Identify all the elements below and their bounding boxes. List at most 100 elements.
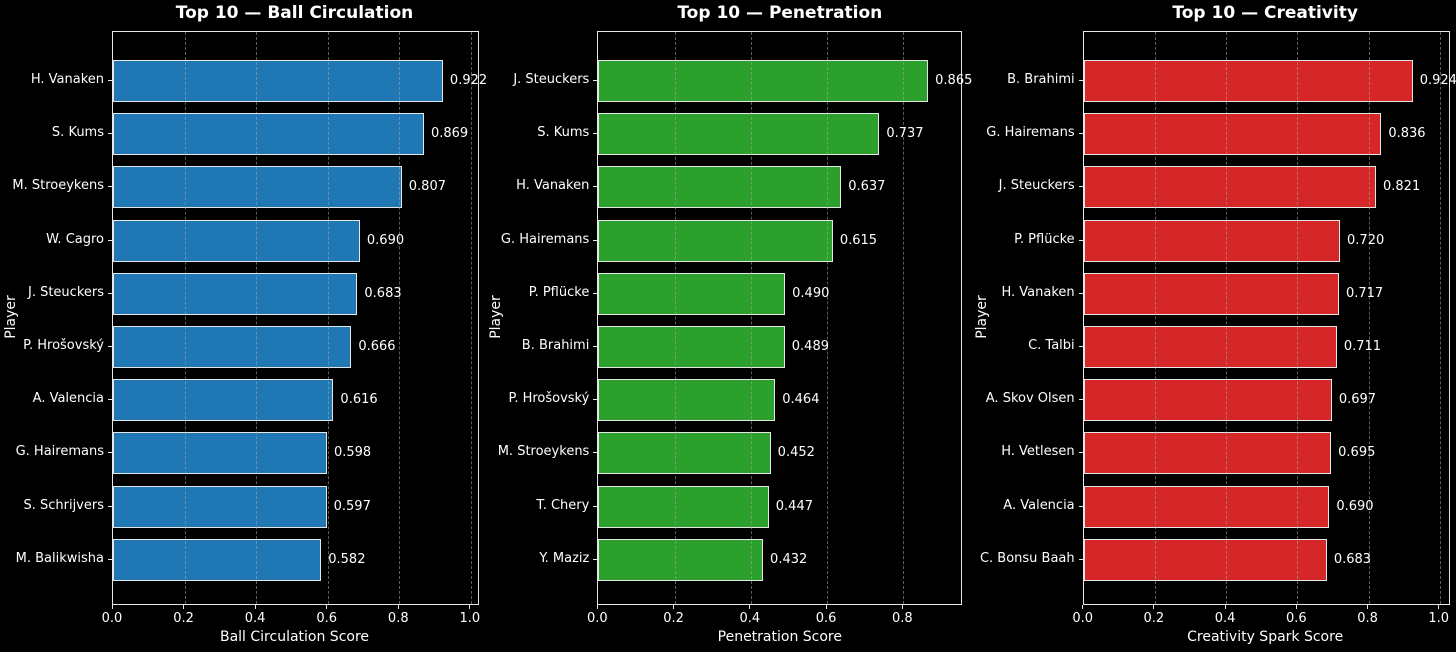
- bar-value-label: 0.807: [408, 179, 446, 195]
- y-tick-label: J. Steuckers: [513, 72, 590, 87]
- y-tick-label: H. Vanaken: [30, 72, 104, 87]
- gridline: [674, 32, 676, 604]
- plot-area: 0.922 0.869 0.807 0.690 0.683 0.666 0.616 0.598…: [112, 31, 487, 605]
- bar: [598, 60, 929, 102]
- y-tick-mark: [108, 80, 112, 81]
- x-tick-label: 0.8: [892, 611, 913, 626]
- bar-value-label: 0.447: [775, 498, 813, 514]
- plot-area: 0.865 0.737 0.637 0.615 0.490 0.489 0.464 0.452…: [597, 31, 972, 605]
- bar-value-label: 0.711: [1343, 339, 1382, 354]
- y-tick-label: S. Schrijvers: [23, 497, 104, 513]
- x-tick-mark: [1153, 605, 1155, 609]
- x-tick-label: 1.0: [1428, 611, 1450, 626]
- y-tick-labels: J. Steuckers S. Kums H. Vanaken G. Haireman…: [485, 0, 590, 652]
- x-tick-label: 0.2: [1143, 611, 1165, 626]
- x-tick-mark: [673, 605, 675, 609]
- y-tick-label: S. Kums: [537, 125, 590, 141]
- bar: [1083, 166, 1376, 209]
- y-tick-mark: [1078, 80, 1083, 81]
- bar: [113, 326, 352, 368]
- bar-value-label: 0.464: [782, 392, 820, 408]
- bar: [1083, 379, 1332, 422]
- y-tick-mark: [108, 292, 112, 294]
- bar: [598, 538, 764, 581]
- x-tick-mark: [901, 605, 903, 609]
- bar-value-label: 0.683: [1333, 551, 1372, 567]
- x-tick-mark: [1367, 605, 1369, 609]
- x-tick-label: 0.8: [387, 611, 409, 626]
- bar: [598, 326, 785, 368]
- bar: [113, 219, 360, 262]
- y-tick-label: G. Hairemans: [986, 125, 1075, 141]
- bar: [113, 166, 402, 209]
- y-tick-label: S. Kums: [51, 125, 104, 141]
- y-tick-label: J. Steuckers: [27, 284, 104, 300]
- y-tick-label: Y. Maziz: [539, 550, 590, 566]
- y-tick-mark: [1078, 558, 1083, 560]
- y-tick-label: P. Pflücke: [1014, 231, 1075, 247]
- y-tick-labels: H. Vanaken S. Kums M. Stroeykens W. Cagro J.…: [0, 0, 104, 652]
- bar: [1083, 272, 1339, 315]
- y-tick-label: G. Hairemans: [500, 231, 590, 247]
- x-tick-label: 0.4: [739, 611, 761, 626]
- y-tick-label: P. Pflücke: [528, 284, 590, 300]
- y-tick-mark: [593, 292, 598, 294]
- bar: [113, 272, 358, 315]
- x-tick-mark: [183, 605, 185, 609]
- y-tick-label: J. Steuckers: [998, 178, 1075, 194]
- x-tick-label: 0.2: [173, 611, 194, 626]
- bar-value-label: 0.737: [886, 126, 924, 142]
- y-tick-label: H. Vanaken: [1001, 284, 1075, 300]
- y-tick-label: A. Valencia: [1003, 497, 1075, 513]
- ball-circulation-chart: Top 10 — Ball Circulation Player 0.922 0.…: [0, 0, 487, 652]
- x-tick-label: 0.4: [1214, 611, 1236, 626]
- x-tick-mark: [596, 605, 598, 609]
- y-tick-mark: [593, 399, 598, 401]
- y-tick-label: C. Bonsu Baah: [979, 550, 1075, 566]
- y-tick-label: M. Stroeykens: [497, 444, 590, 460]
- bar: [113, 538, 322, 581]
- x-tick-mark: [1295, 605, 1297, 609]
- bar: [598, 166, 842, 209]
- bar-value-label: 0.598: [333, 445, 372, 461]
- y-tick-mark: [108, 133, 112, 135]
- y-tick-mark: [108, 346, 112, 347]
- y-tick-mark: [593, 346, 598, 347]
- bar-value-label: 0.695: [1338, 445, 1376, 461]
- gridline: [399, 32, 401, 604]
- bar-value-label: 0.683: [364, 285, 402, 301]
- x-tick-mark: [397, 605, 399, 609]
- bar: [598, 485, 769, 528]
- bar-value-label: 0.490: [792, 285, 830, 301]
- y-tick-label: W. Cagro: [46, 231, 104, 247]
- y-tick-mark: [108, 399, 112, 401]
- y-tick-mark: [108, 186, 112, 188]
- gridline: [1154, 32, 1156, 604]
- x-tick-label: 0.8: [1357, 611, 1378, 626]
- bar-value-label: 0.922: [449, 73, 488, 88]
- y-tick-mark: [1078, 505, 1083, 507]
- penetration-chart: Top 10 — Penetration Player 0.865 0.737 0.…: [485, 0, 972, 652]
- x-tick-mark: [1082, 605, 1084, 609]
- y-tick-label: M. Stroeykens: [12, 178, 104, 194]
- plot-area: 0.924 0.836 0.821 0.720 0.717 0.711 0.697 0.695…: [1082, 31, 1456, 605]
- bar-value-label: 0.452: [777, 445, 815, 461]
- y-tick-mark: [593, 80, 598, 81]
- x-axis-label: Ball Circulation Score: [219, 629, 370, 645]
- chart-title: Top 10 — Creativity: [1172, 3, 1358, 23]
- y-tick-label: M. Balikwisha: [15, 550, 104, 566]
- gridline: [1439, 32, 1441, 604]
- x-axis-label: Penetration Score: [717, 629, 842, 645]
- x-tick-label: 0.6: [316, 611, 338, 626]
- bar-value-label: 0.697: [1338, 392, 1377, 408]
- x-tick-mark: [749, 605, 751, 609]
- bar-value-label: 0.616: [340, 392, 378, 408]
- y-tick-label: B. Brahimi: [521, 338, 590, 353]
- y-tick-label: P. Hrošovský: [508, 391, 590, 407]
- y-tick-label: T. Chery: [536, 497, 590, 513]
- bar-value-label: 0.690: [366, 232, 405, 248]
- bar-value-label: 0.865: [935, 73, 973, 88]
- y-tick-label: H. Vetlesen: [1001, 444, 1075, 460]
- bar-value-label: 0.690: [1336, 498, 1374, 514]
